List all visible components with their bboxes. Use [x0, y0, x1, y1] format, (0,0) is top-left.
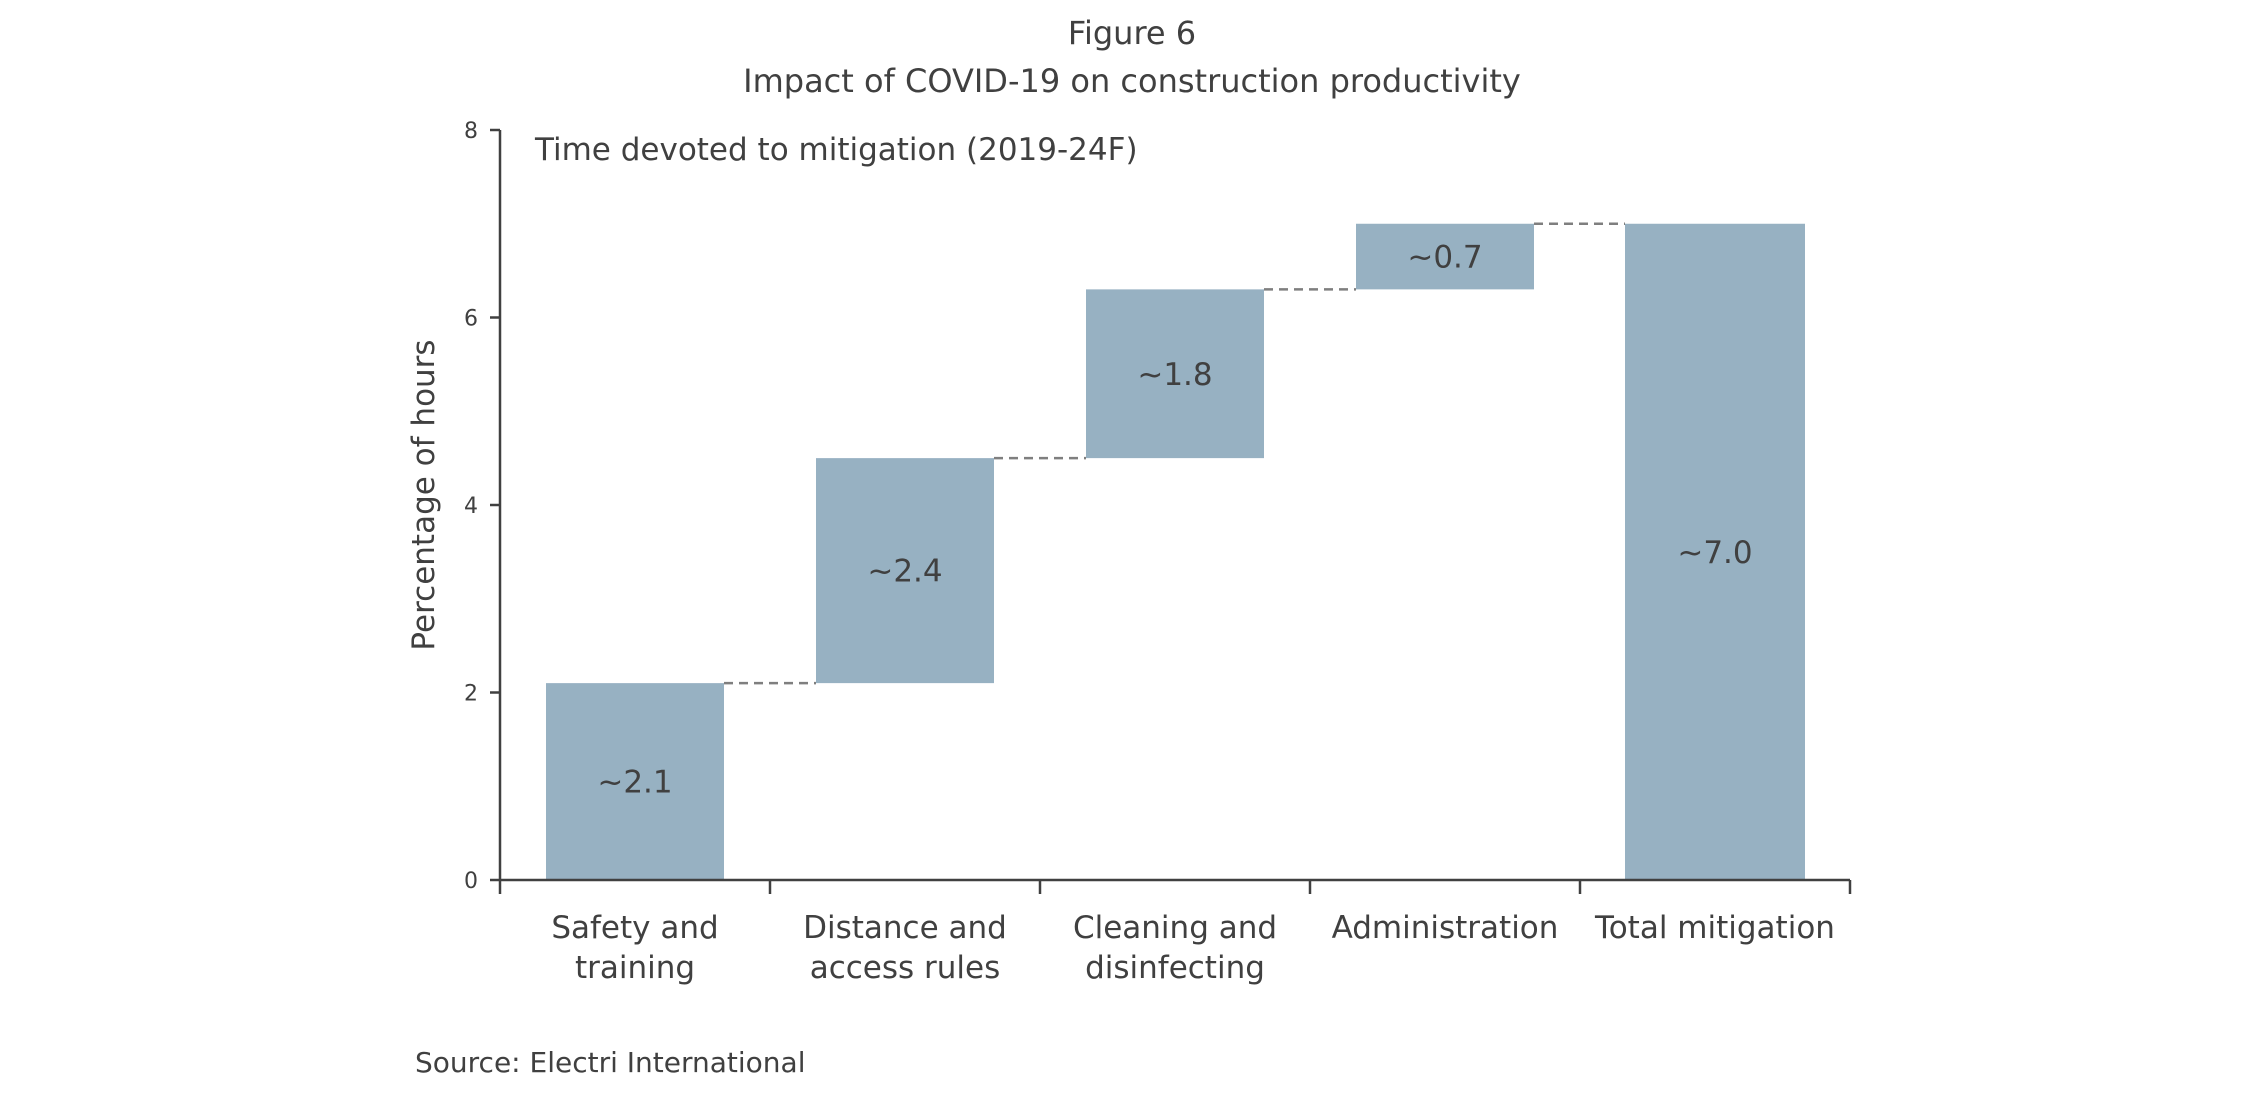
bars-group [546, 223, 1805, 880]
category-label: Cleaning and [1073, 910, 1277, 946]
source-note: Source: Electri International [415, 1046, 806, 1079]
chart-subtitle: Time devoted to mitigation (2019-24F) [534, 132, 1138, 168]
data-label: ~0.7 [1407, 240, 1482, 276]
category-label: Administration [1332, 910, 1559, 946]
bar [1086, 289, 1264, 459]
data-labels-group: ~2.1 ~2.4 ~1.8 ~0.7 ~7.0 [597, 240, 1752, 801]
connectors-group [724, 222, 1625, 685]
bar [1625, 223, 1805, 880]
data-label: ~1.8 [1137, 357, 1212, 393]
data-label: ~2.4 [867, 554, 942, 590]
category-label: Distance and [803, 910, 1007, 946]
y-ticks-group: 0 2 4 6 8 [464, 119, 500, 894]
y-tick-label: 0 [464, 869, 478, 894]
data-label: ~7.0 [1677, 535, 1752, 571]
figure-label: Figure 6 [1067, 14, 1197, 52]
category-labels-group: Safety and training Distance and access rul… [551, 910, 1835, 986]
y-tick-label: 2 [464, 682, 478, 707]
y-tick-label: 6 [464, 307, 478, 332]
category-label: Total mitigation [1594, 910, 1835, 946]
data-label: ~2.1 [597, 765, 672, 801]
category-label: Safety and [551, 910, 718, 946]
chart-title: Impact of COVID-19 on construction produ… [743, 62, 1521, 100]
category-label: access rules [810, 950, 1001, 986]
y-tick-label: 4 [464, 494, 478, 519]
bar [546, 683, 724, 880]
bar [816, 458, 994, 684]
y-axis-label: Percentage of hours [406, 339, 442, 650]
bar [1356, 223, 1534, 290]
y-tick-label: 8 [464, 119, 478, 144]
category-label: training [575, 950, 695, 986]
x-ticks-group [498, 880, 1852, 894]
category-label: disinfecting [1085, 950, 1265, 986]
